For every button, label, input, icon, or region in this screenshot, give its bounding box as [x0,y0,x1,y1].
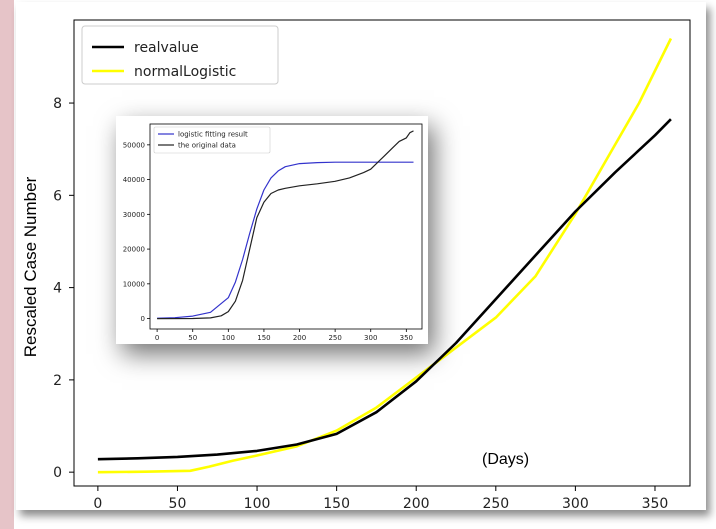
main-plot-frame [73,19,691,487]
x-tick-label: 200 [403,496,430,510]
inset-chart: 0 50 100 150 200 250 300 350 0 10000 20000 30000 400… [123,123,423,342]
inset-x-tick-label: 50 [188,334,197,342]
inset-x-tick-label: 300 [364,334,377,342]
inset-y-tick-label: 0 [141,315,145,323]
x-tick-label: 50 [169,496,187,510]
legend-label: realvalue [134,40,199,56]
legend-box [81,25,279,85]
inset-y-tick-label: 40000 [123,176,145,184]
inset-plot-frame [149,123,423,330]
chart-panel: 0 50 100 150 200 250 300 350 0 2 4 6 8 Rescaled Case… [16,2,706,510]
inset-legend: logistic fitting result the original data [153,126,271,154]
inset-y-tick-label: 30000 [123,211,145,219]
x-tick-label: 300 [562,496,589,510]
inset-legend-box [153,126,271,154]
series-line-realvalue [97,118,672,461]
left-edge-strip [0,0,14,529]
inset-y-tick-label: 20000 [123,246,145,254]
series-line-normalLogistic [97,37,673,474]
main-legend: realvalue normalLogistic [81,25,279,85]
inset-x-tick-label: 350 [400,334,413,342]
x-tick-label: 100 [244,496,271,510]
y-tick-label: 4 [53,281,62,297]
x-tick-label: 0 [93,496,102,510]
x-tick-label: 150 [323,496,350,510]
inset-x-tick-label: 0 [155,334,159,342]
y-tick-label: 8 [53,96,62,112]
y-axis-label: Rescaled Case Number [21,176,40,357]
inset-series-line-logistic-fitting-result [157,161,414,319]
inset-x-tick-label: 250 [328,334,341,342]
inset-series-line-the-original-data [157,130,414,320]
inset-y-tick-label: 10000 [123,280,145,288]
inset-chart-card: 0 50 100 150 200 250 300 350 0 10000 20000 30000 400… [116,116,428,344]
x-tick-label: 250 [482,496,509,510]
legend-label: normalLogistic [134,64,236,80]
y-tick-label: 6 [53,188,62,204]
inset-x-tick-label: 150 [257,334,270,342]
x-tick-label: 350 [642,496,669,510]
y-tick-label: 2 [53,373,62,389]
inset-x-tick-label: 200 [293,334,306,342]
inset-y-tick-label: 50000 [123,141,145,149]
y-tick-label: 0 [53,465,62,481]
inset-legend-label: the original data [178,142,236,150]
inset-x-tick-label: 100 [222,334,235,342]
main-chart: 0 50 100 150 200 250 300 350 0 2 4 6 8 Rescaled Case… [21,19,691,510]
days-annotation: (Days) [482,451,529,468]
inset-legend-label: logistic fitting result [178,131,248,139]
